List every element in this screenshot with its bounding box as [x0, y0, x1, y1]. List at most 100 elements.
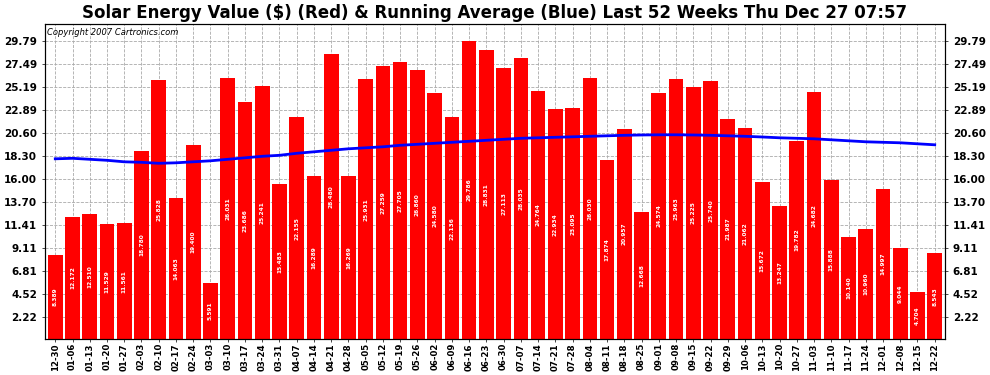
Bar [514, 58, 529, 339]
Text: 20.957: 20.957 [622, 223, 627, 245]
Bar [738, 128, 752, 339]
Bar [496, 68, 511, 339]
Text: 4.704: 4.704 [915, 306, 920, 325]
Text: 28.831: 28.831 [484, 183, 489, 206]
Text: 13.247: 13.247 [777, 261, 782, 284]
Bar [168, 198, 183, 339]
Text: 27.259: 27.259 [380, 191, 385, 214]
Text: 25.931: 25.931 [363, 198, 368, 220]
Text: 18.780: 18.780 [139, 234, 144, 256]
Text: 24.764: 24.764 [536, 204, 541, 226]
Text: 16.269: 16.269 [346, 246, 350, 269]
Text: 28.035: 28.035 [519, 187, 524, 210]
Bar [893, 248, 908, 339]
Text: 8.543: 8.543 [933, 287, 938, 306]
Text: 19.782: 19.782 [794, 229, 799, 251]
Bar [445, 117, 459, 339]
Bar [721, 119, 736, 339]
Bar [807, 92, 822, 339]
Text: 15.672: 15.672 [759, 249, 765, 272]
Bar [617, 129, 632, 339]
Bar [82, 214, 97, 339]
Bar [135, 151, 148, 339]
Text: 15.888: 15.888 [829, 248, 834, 271]
Bar [548, 110, 562, 339]
Text: 10.140: 10.140 [846, 277, 851, 300]
Bar [668, 79, 683, 339]
Text: 15.483: 15.483 [277, 250, 282, 273]
Text: 16.289: 16.289 [312, 246, 317, 269]
Text: 19.400: 19.400 [191, 231, 196, 253]
Text: 10.960: 10.960 [863, 273, 868, 296]
Bar [48, 255, 62, 339]
Text: 25.963: 25.963 [673, 198, 678, 220]
Text: 25.740: 25.740 [708, 199, 713, 222]
Bar [203, 283, 218, 339]
Title: Solar Energy Value ($) (Red) & Running Average (Blue) Last 52 Weeks Thu Dec 27 0: Solar Energy Value ($) (Red) & Running A… [82, 4, 908, 22]
Text: 24.580: 24.580 [433, 205, 438, 227]
Text: 26.860: 26.860 [415, 193, 420, 216]
Text: 27.113: 27.113 [501, 192, 506, 215]
Text: 8.389: 8.389 [52, 288, 57, 306]
Text: 17.874: 17.874 [605, 238, 610, 261]
Bar [410, 70, 425, 339]
Text: 12.172: 12.172 [70, 267, 75, 290]
Bar [358, 80, 373, 339]
Bar [772, 206, 787, 339]
Text: 14.063: 14.063 [173, 257, 178, 280]
Bar [600, 160, 615, 339]
Bar [910, 292, 925, 339]
Bar [755, 182, 769, 339]
Bar [100, 224, 114, 339]
Bar [324, 54, 339, 339]
Text: 5.591: 5.591 [208, 302, 213, 320]
Text: 9.044: 9.044 [898, 284, 903, 303]
Bar [307, 176, 322, 339]
Text: 27.705: 27.705 [398, 189, 403, 211]
Text: 26.030: 26.030 [587, 197, 592, 220]
Text: 22.155: 22.155 [294, 217, 299, 240]
Bar [686, 87, 701, 339]
Bar [375, 66, 390, 339]
Bar [479, 50, 494, 339]
Text: 22.934: 22.934 [552, 213, 557, 236]
Bar [842, 237, 855, 339]
Text: 26.031: 26.031 [225, 197, 231, 220]
Text: 23.095: 23.095 [570, 212, 575, 235]
Bar [221, 78, 235, 339]
Text: 11.561: 11.561 [122, 270, 127, 292]
Text: 11.529: 11.529 [105, 270, 110, 292]
Text: 21.062: 21.062 [742, 222, 747, 245]
Bar [461, 41, 476, 339]
Bar [272, 184, 287, 339]
Text: 12.510: 12.510 [87, 265, 92, 288]
Text: Copyright 2007 Cartronics.com: Copyright 2007 Cartronics.com [47, 28, 178, 38]
Bar [428, 93, 442, 339]
Bar [858, 229, 873, 339]
Text: 25.241: 25.241 [259, 201, 264, 224]
Bar [151, 81, 166, 339]
Bar [393, 62, 408, 339]
Text: 23.686: 23.686 [243, 209, 248, 232]
Bar [531, 91, 545, 339]
Text: 24.574: 24.574 [656, 204, 661, 227]
Bar [117, 223, 132, 339]
Text: 12.668: 12.668 [640, 264, 644, 287]
Bar [928, 254, 942, 339]
Bar [289, 117, 304, 339]
Bar [876, 189, 890, 339]
Bar [65, 217, 80, 339]
Bar [703, 81, 718, 339]
Bar [651, 93, 666, 339]
Bar [635, 212, 648, 339]
Text: 29.786: 29.786 [466, 178, 471, 201]
Text: 21.987: 21.987 [726, 217, 731, 240]
Text: 28.480: 28.480 [329, 185, 334, 208]
Text: 22.136: 22.136 [449, 217, 454, 240]
Text: 24.682: 24.682 [812, 204, 817, 227]
Bar [254, 86, 269, 339]
Text: 14.997: 14.997 [880, 253, 885, 275]
Text: 25.828: 25.828 [156, 198, 161, 221]
Text: 25.225: 25.225 [691, 201, 696, 224]
Bar [582, 78, 597, 339]
